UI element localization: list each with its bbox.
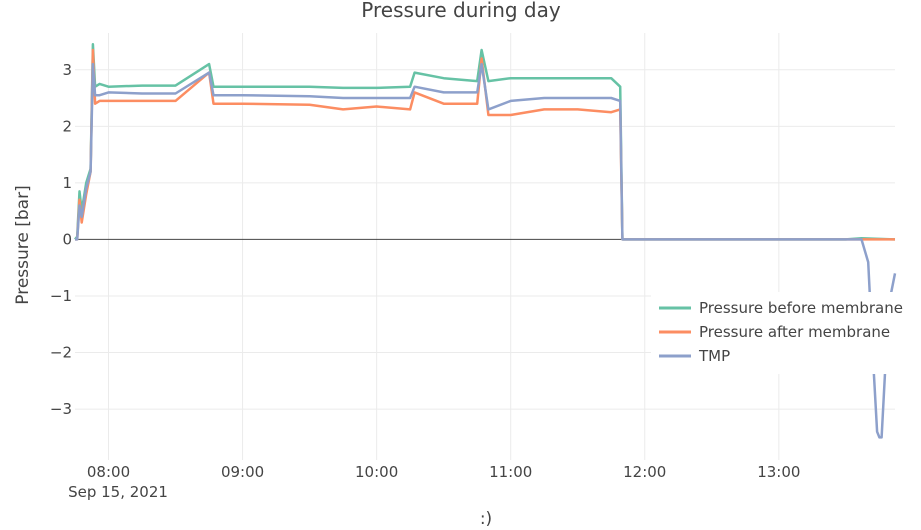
x-tick-label: 12:00 <box>623 463 666 481</box>
y-tick-label: 2 <box>62 117 72 135</box>
x-tick-label: 09:00 <box>221 463 264 481</box>
legend-label-2[interactable]: Pressure after membrane <box>699 323 890 341</box>
y-tick-label: −2 <box>50 344 72 362</box>
legend-background <box>651 292 913 374</box>
x-axis-title: :) <box>480 509 492 526</box>
chart-title: Pressure during day <box>361 0 561 22</box>
series-line-3 <box>75 62 897 439</box>
y-tick-label: −1 <box>50 287 72 305</box>
y-tick-label: −3 <box>50 400 72 418</box>
legend-label-1[interactable]: Pressure before membrane <box>699 299 903 317</box>
y-tick-label: 1 <box>62 174 72 192</box>
legend-label-3[interactable]: TMP <box>698 347 730 365</box>
x-tick-label: 10:00 <box>355 463 398 481</box>
axes: 08:00 09:00 10:00 11:00 12:00 13:00 −3 −2 −1 0 1 2 3 <box>50 61 801 481</box>
legend[interactable]: Pressure before membrane Pressure after m… <box>651 292 913 374</box>
plot-area <box>74 43 897 439</box>
y-tick-label: 0 <box>62 230 72 248</box>
x-tick-label: 11:00 <box>489 463 532 481</box>
series-line-1 <box>74 43 896 241</box>
x-tick-label: 13:00 <box>757 463 800 481</box>
x-tick-label: 08:00 <box>87 463 130 481</box>
y-axis-title: Pressure [bar] <box>13 185 33 304</box>
x-date-annotation: Sep 15, 2021 <box>68 483 168 501</box>
y-tick-label: 3 <box>62 61 72 79</box>
